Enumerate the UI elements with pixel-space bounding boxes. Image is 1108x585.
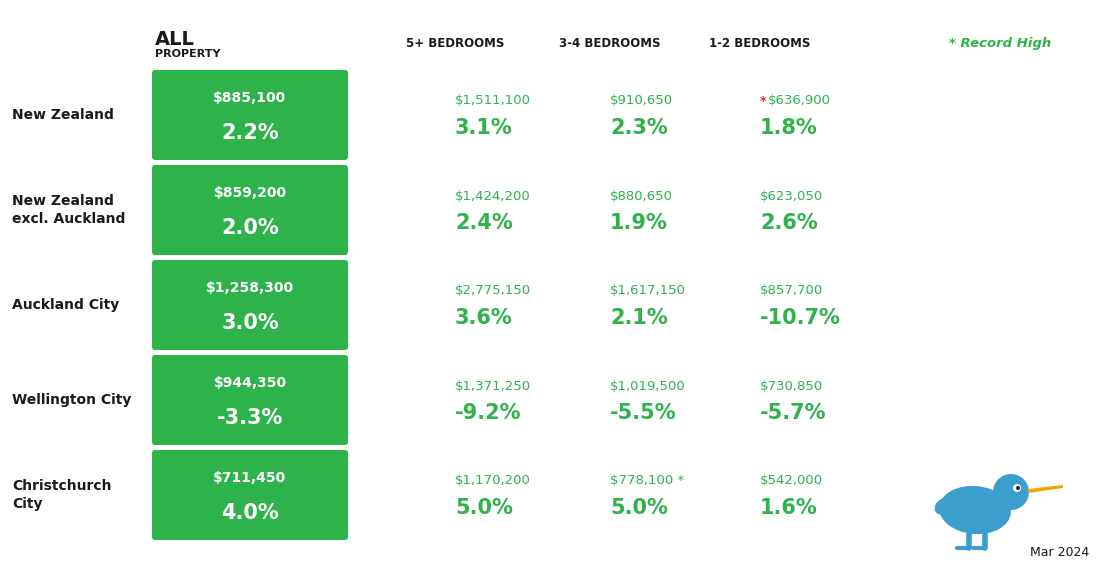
Text: $1,258,300: $1,258,300 <box>206 281 294 295</box>
Text: Wellington City: Wellington City <box>12 393 132 407</box>
Text: 2.2%: 2.2% <box>222 123 279 143</box>
Text: 2.1%: 2.1% <box>611 308 668 328</box>
Text: ALL: ALL <box>155 30 195 49</box>
Text: $2,775,150: $2,775,150 <box>455 284 531 298</box>
Text: * Record High: * Record High <box>948 37 1051 50</box>
Text: $778,100 *: $778,100 * <box>611 474 685 487</box>
Circle shape <box>993 474 1029 510</box>
Text: 2.4%: 2.4% <box>455 213 513 233</box>
FancyBboxPatch shape <box>152 165 348 255</box>
Text: $885,100: $885,100 <box>214 91 287 105</box>
Text: excl. Auckland: excl. Auckland <box>12 212 125 226</box>
Text: $1,511,100: $1,511,100 <box>455 95 531 108</box>
Text: $1,170,200: $1,170,200 <box>455 474 531 487</box>
Text: $1,019,500: $1,019,500 <box>611 380 686 393</box>
Text: $1,371,250: $1,371,250 <box>455 380 531 393</box>
Text: $1,424,200: $1,424,200 <box>455 190 531 202</box>
Circle shape <box>1016 486 1020 490</box>
Text: 1.8%: 1.8% <box>760 118 818 138</box>
Text: -9.2%: -9.2% <box>455 403 522 423</box>
Text: 2.3%: 2.3% <box>611 118 668 138</box>
Text: 5.0%: 5.0% <box>455 498 513 518</box>
Circle shape <box>1013 484 1020 492</box>
Text: -3.3%: -3.3% <box>217 408 284 428</box>
Text: $730,850: $730,850 <box>760 380 823 393</box>
Text: -10.7%: -10.7% <box>760 308 841 328</box>
Text: 3.1%: 3.1% <box>455 118 513 138</box>
Text: New Zealand: New Zealand <box>12 108 114 122</box>
Text: 5.0%: 5.0% <box>611 498 668 518</box>
Text: 4.0%: 4.0% <box>222 504 279 524</box>
Text: *: * <box>760 95 767 108</box>
Text: 3.6%: 3.6% <box>455 308 513 328</box>
Text: $857,700: $857,700 <box>760 284 823 298</box>
Text: $623,050: $623,050 <box>760 190 823 202</box>
Ellipse shape <box>935 497 955 515</box>
Text: 3.0%: 3.0% <box>222 314 279 333</box>
Text: 1.9%: 1.9% <box>611 213 668 233</box>
Text: $880,650: $880,650 <box>611 190 673 202</box>
Polygon shape <box>1028 485 1063 493</box>
Text: 3-4 BEDROOMS: 3-4 BEDROOMS <box>560 37 660 50</box>
Text: New Zealand: New Zealand <box>12 194 114 208</box>
Text: $711,450: $711,450 <box>214 471 287 485</box>
Text: 1.6%: 1.6% <box>760 498 818 518</box>
FancyBboxPatch shape <box>152 70 348 160</box>
Text: Mar 2024: Mar 2024 <box>1030 546 1089 559</box>
Text: Auckland City: Auckland City <box>12 298 120 312</box>
Ellipse shape <box>940 486 1010 534</box>
FancyBboxPatch shape <box>152 355 348 445</box>
Text: $636,900: $636,900 <box>768 95 831 108</box>
Text: Christchurch: Christchurch <box>12 479 112 493</box>
Text: PROPERTY: PROPERTY <box>155 49 220 59</box>
Text: 5+ BEDROOMS: 5+ BEDROOMS <box>406 37 504 50</box>
Text: $859,200: $859,200 <box>214 186 287 200</box>
Text: 1-2 BEDROOMS: 1-2 BEDROOMS <box>709 37 811 50</box>
FancyBboxPatch shape <box>152 450 348 540</box>
Text: $542,000: $542,000 <box>760 474 823 487</box>
FancyBboxPatch shape <box>152 260 348 350</box>
Text: -5.5%: -5.5% <box>611 403 677 423</box>
Text: $1,617,150: $1,617,150 <box>611 284 686 298</box>
Text: City: City <box>12 497 42 511</box>
Text: $910,650: $910,650 <box>611 95 674 108</box>
Text: 2.6%: 2.6% <box>760 213 818 233</box>
Text: $944,350: $944,350 <box>214 376 287 390</box>
Text: 2.0%: 2.0% <box>222 218 279 239</box>
Text: -5.7%: -5.7% <box>760 403 827 423</box>
